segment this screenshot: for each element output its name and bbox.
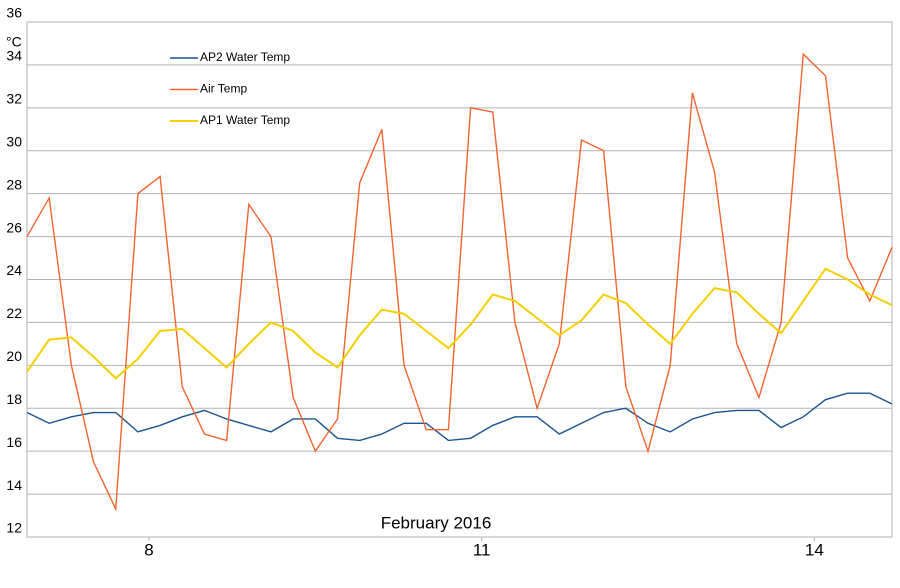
y-tick-label: 26	[6, 219, 22, 235]
y-tick-label: 18	[6, 391, 22, 407]
y-tick-label: 12	[6, 520, 22, 536]
y-tick-label: 24	[6, 262, 22, 278]
x-tick-label: 11	[473, 540, 491, 559]
y-tick-label: 28	[6, 176, 22, 192]
y-tick-label: 16	[6, 434, 22, 450]
legend-label: Air Temp	[200, 82, 247, 96]
y-tick-label: 14	[6, 477, 22, 493]
y-tick-label: 34	[6, 48, 22, 64]
y-tick-label: 20	[6, 348, 22, 364]
y-tick-label: 36	[6, 5, 22, 21]
legend-label: AP1 Water Temp	[200, 113, 290, 127]
y-tick-label: 22	[6, 305, 22, 321]
legend-label: AP2 Water Temp	[200, 50, 290, 64]
y-tick-label: 30	[6, 133, 22, 149]
x-axis-label: February 2016	[381, 513, 492, 532]
y-tick-label: 32	[6, 91, 22, 107]
y-axis-label: °C	[6, 34, 22, 50]
x-tick-label: 14	[805, 540, 824, 559]
plot-border	[26, 21, 893, 538]
series-line	[26, 392, 893, 442]
series-line	[26, 267, 893, 380]
x-tick-label: 8	[144, 540, 153, 559]
series-line	[26, 52, 893, 512]
